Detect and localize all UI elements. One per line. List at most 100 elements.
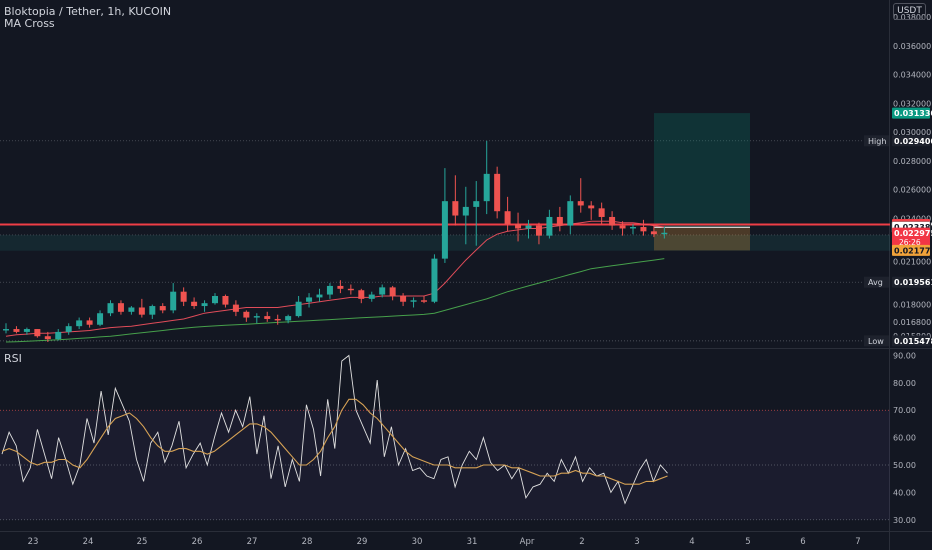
- candle-body: [640, 227, 647, 232]
- candle: [358, 288, 365, 304]
- rsi-pane-label[interactable]: RSI: [4, 352, 22, 365]
- position-target-price-value: 0.031330: [894, 109, 932, 118]
- candle-body: [3, 329, 9, 331]
- candle-body: [473, 201, 480, 207]
- low-price-value: 0.015478: [894, 337, 932, 346]
- candle: [515, 212, 522, 242]
- candle-body: [191, 301, 198, 307]
- candle-body: [358, 290, 365, 299]
- candle: [170, 283, 177, 314]
- high-price-badge[interactable]: [892, 135, 930, 147]
- price-tick-label: 0.024000: [893, 214, 931, 223]
- last-price-badge[interactable]: [892, 227, 930, 247]
- price-tick-label: 0.032000: [893, 99, 931, 108]
- candle: [86, 317, 93, 328]
- indicator-name[interactable]: MA Cross: [4, 17, 55, 30]
- candle: [609, 211, 616, 230]
- price-tick-label: 0.030000: [893, 128, 931, 137]
- candle-body: [138, 307, 145, 315]
- candle: [65, 323, 72, 335]
- candle-body: [128, 307, 135, 312]
- candle-body: [326, 285, 333, 295]
- candle: [326, 283, 333, 299]
- price-tick-label: 0.036000: [893, 42, 931, 51]
- candle: [180, 287, 187, 307]
- candle-body: [212, 295, 218, 304]
- time-tick-label: 5: [745, 537, 750, 547]
- candle-body: [159, 306, 166, 311]
- candle-body: [546, 216, 553, 236]
- candle-body: [379, 287, 386, 295]
- low-label-text: Low: [868, 337, 884, 346]
- avg-price-badge[interactable]: [892, 276, 930, 288]
- low-label-badge: [864, 335, 889, 347]
- candle: [222, 294, 229, 308]
- price-tick-label: 0.028000: [893, 157, 931, 166]
- candle: [44, 331, 51, 342]
- candle: [138, 298, 145, 318]
- candle-body: [170, 291, 177, 311]
- candle: [97, 310, 104, 327]
- candle-body: [421, 300, 427, 302]
- candle-body: [55, 331, 62, 340]
- rsi-tick-label: 60.00: [893, 434, 916, 443]
- candle-body: [556, 216, 563, 226]
- price-tick-label: 0.016800: [893, 318, 931, 327]
- candle-body: [504, 211, 511, 225]
- candle: [191, 297, 198, 309]
- candle-body: [368, 294, 375, 299]
- high-price-value: 0.029400: [894, 137, 932, 146]
- last-price-value: 0.022975: [894, 229, 932, 238]
- position-target-price-badge[interactable]: [892, 107, 930, 119]
- candle-body: [264, 316, 271, 319]
- candle-body: [274, 318, 281, 321]
- candle-body: [253, 316, 260, 318]
- symbol-title: Bloktopia / Tether, 1h, KUCOIN: [4, 5, 172, 18]
- candle-body: [494, 173, 501, 212]
- candle: [577, 178, 584, 213]
- rsi-tick-label: 90.00: [893, 351, 916, 360]
- position-stop-zone[interactable]: [654, 227, 750, 251]
- last-countdown: 26:26: [899, 238, 921, 247]
- candle-body: [201, 303, 208, 307]
- price-tick-label: 0.034000: [893, 71, 931, 80]
- candle-body: [661, 232, 668, 235]
- time-tick-label: 27: [247, 537, 258, 547]
- rsi-tick-label: 70.00: [893, 406, 916, 415]
- candle-body: [316, 294, 323, 298]
- candle: [159, 303, 166, 314]
- candle-body: [630, 227, 636, 229]
- position-target-zone[interactable]: [654, 113, 750, 228]
- low-price-badge[interactable]: [892, 335, 930, 347]
- candle: [421, 295, 427, 304]
- candle: [650, 225, 657, 238]
- candle-body: [97, 313, 104, 325]
- candle: [368, 291, 375, 302]
- stop-price-value: 0.021771: [894, 246, 932, 255]
- rsi-line: [1, 354, 668, 505]
- candle-body: [462, 206, 469, 216]
- candle: [243, 310, 250, 322]
- candle: [535, 222, 542, 245]
- candle-body: [232, 304, 239, 312]
- stop-price-badge[interactable]: [892, 244, 930, 256]
- candle-body: [650, 231, 657, 235]
- candle-body: [609, 216, 616, 226]
- candle-body: [588, 205, 595, 209]
- candle-body: [180, 291, 187, 302]
- candle: [55, 329, 62, 341]
- candle: [13, 326, 20, 334]
- candle: [389, 285, 396, 301]
- rsi-tick-label: 30.00: [893, 516, 916, 525]
- candle-body: [525, 225, 532, 229]
- candle: [212, 293, 218, 305]
- candle: [295, 295, 302, 318]
- candle: [473, 181, 480, 246]
- candle: [525, 219, 532, 239]
- candle: [3, 323, 9, 334]
- currency-button[interactable]: USDT: [893, 3, 926, 20]
- candle: [400, 293, 407, 307]
- candle: [232, 300, 239, 317]
- candle: [76, 317, 83, 330]
